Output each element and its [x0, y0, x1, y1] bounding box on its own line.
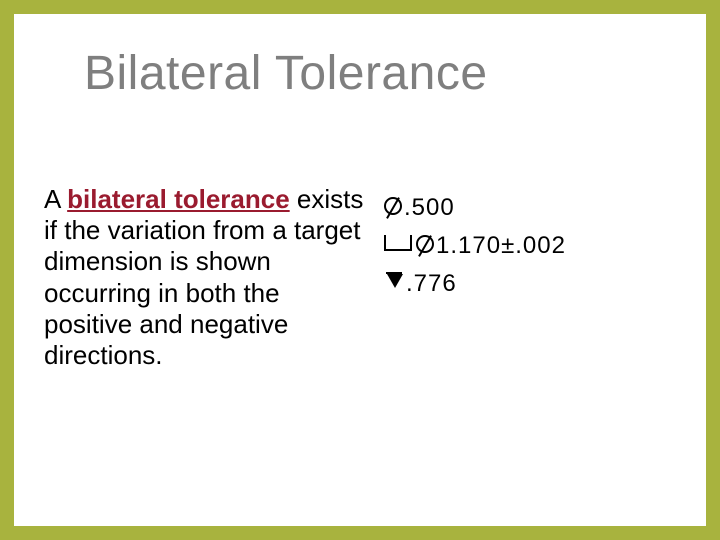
callout-tolerance-1: ±.002 [501, 232, 566, 260]
callout-row-1: 1.170 ±.002 [384, 227, 674, 265]
callout-row-0: .500 [384, 189, 674, 227]
slide-title: Bilateral Tolerance [84, 46, 488, 101]
callout-value-0: .500 [404, 194, 455, 222]
callout-value-2: .776 [406, 270, 457, 298]
callout-value-1: 1.170 [436, 232, 501, 260]
dimension-callout: .500 1.170 ±.002 .776 [384, 189, 674, 309]
slide-body-text: A bilateral tolerance exists if the vari… [44, 184, 364, 371]
body-term: bilateral tolerance [67, 184, 290, 214]
counterbore-icon [384, 235, 412, 251]
diameter-icon [384, 197, 402, 215]
body-prefix: A [44, 184, 67, 214]
diameter-icon [416, 235, 434, 253]
depth-icon [384, 272, 406, 296]
slide-frame: Bilateral Tolerance A bilateral toleranc… [0, 0, 720, 540]
callout-row-2: .776 [384, 265, 674, 303]
